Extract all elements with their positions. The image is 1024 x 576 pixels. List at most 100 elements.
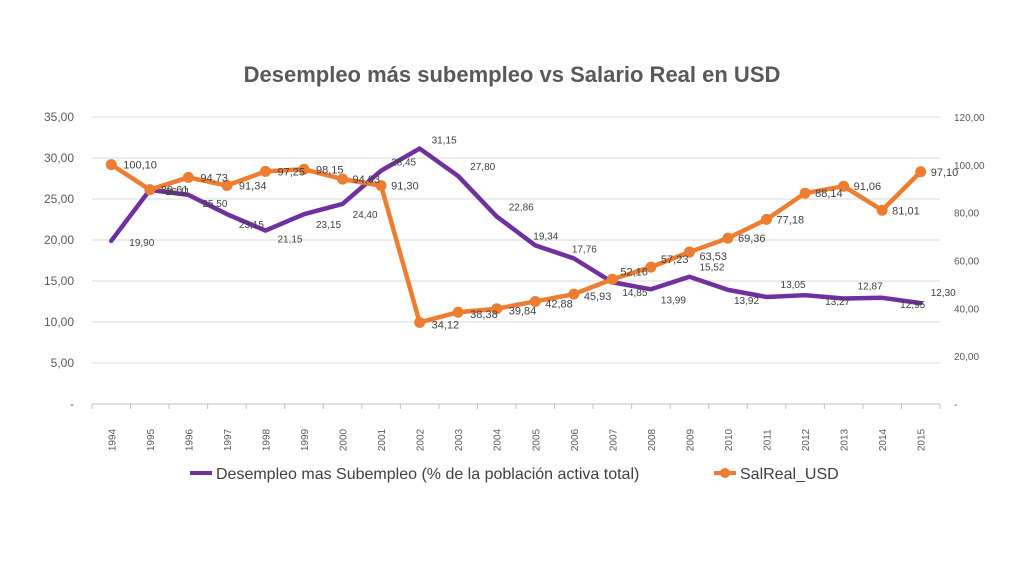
desempleo-data-label: 21,15	[277, 235, 302, 246]
desempleo-data-label: 19,90	[129, 238, 154, 249]
y-left-tick-label: 35,00	[44, 110, 74, 124]
salreal-data-label: 63,53	[699, 251, 727, 263]
salreal-data-label: 97,25	[277, 166, 305, 178]
series-line-salreal	[109, 162, 923, 325]
x-tick-label: 2003	[454, 428, 465, 451]
desempleo-data-label: 15,52	[699, 263, 724, 274]
legend-label-salreal: SalReal_USD	[740, 466, 839, 483]
salreal-point	[645, 261, 657, 273]
x-tick-label: 2001	[377, 428, 388, 451]
x-tick-label: 2008	[647, 428, 658, 451]
y-right-tick-label: -	[954, 400, 957, 411]
desempleo-data-label: 12,30	[931, 288, 956, 299]
x-tick-label: 2004	[493, 428, 504, 451]
desempleo-data-label: 31,15	[432, 136, 457, 147]
salreal-point	[298, 163, 310, 175]
desempleo-data-label: 13,99	[661, 295, 686, 306]
desempleo-data-label: 27,80	[470, 162, 495, 173]
salreal-data-label: 57,23	[661, 254, 689, 266]
salreal-point	[799, 187, 811, 199]
y-left-tick-label: 10,00	[44, 315, 74, 329]
x-tick-label: 1997	[223, 428, 234, 451]
salreal-data-label: 91,30	[391, 181, 419, 193]
y-right-tick-label: 40,00	[954, 304, 979, 315]
desempleo-data-label: 25,50	[202, 199, 227, 210]
salreal-point	[491, 303, 503, 315]
salreal-data-label: 91,06	[854, 181, 882, 193]
x-tick-label: 2006	[570, 428, 581, 451]
legend-marker-salreal	[720, 468, 730, 478]
y-left-tick-label: 15,00	[44, 274, 74, 288]
salreal-data-label: 69,36	[738, 233, 766, 245]
x-tick-label: 1999	[300, 428, 311, 451]
salreal-data-label: 77,18	[777, 214, 805, 226]
desempleo-data-label: 19,34	[533, 231, 558, 242]
salreal-point	[105, 159, 117, 171]
salreal-point	[683, 246, 695, 258]
salreal-data-label: 52,16	[620, 266, 648, 278]
desempleo-data-label: 12,87	[858, 281, 883, 292]
x-tick-label: 2012	[801, 428, 812, 451]
desempleo-data-label: 26,11	[166, 187, 191, 198]
x-tick-label: 2007	[608, 428, 619, 451]
x-tick-label: 2005	[531, 428, 542, 451]
desempleo-data-label: 13,92	[734, 296, 759, 307]
salreal-point	[876, 204, 888, 216]
salreal-point	[414, 316, 426, 328]
y-left-tick-label: 30,00	[44, 151, 74, 165]
salreal-point	[838, 180, 850, 192]
salreal-point	[144, 184, 156, 196]
salreal-point	[606, 273, 618, 285]
chart-title: Desempleo más subempleo vs Salario Real …	[243, 62, 781, 87]
x-tick-label: 2013	[840, 428, 851, 451]
salreal-data-label: 38,38	[470, 309, 498, 321]
salreal-data-label: 42,88	[545, 298, 573, 310]
y-right-tick-label: 20,00	[954, 352, 979, 363]
salreal-data-label: 100,10	[123, 160, 157, 172]
y-left-tick-label: 25,00	[44, 192, 74, 206]
salreal-data-label: 39,84	[509, 306, 537, 318]
salreal-data-label: 89,61	[161, 185, 189, 197]
desempleo-data-label: 23,15	[239, 220, 264, 231]
desempleo-data-label: 14,85	[622, 288, 647, 299]
salreal-point	[221, 180, 233, 192]
desempleo-data-label: 24,40	[353, 210, 378, 221]
salreal-point	[915, 166, 927, 178]
x-tick-label: 2009	[685, 428, 696, 451]
salreal-data-label: 97,10	[931, 167, 959, 179]
y-right-tick-label: 60,00	[954, 257, 979, 268]
x-tick-label: 2002	[416, 428, 427, 451]
x-tick-label: 1994	[107, 428, 118, 451]
x-tick-label: 2010	[724, 428, 735, 451]
salreal-point	[722, 232, 734, 244]
salreal-point	[375, 180, 387, 192]
legend-label-desempleo: Desempleo mas Subempleo (% de la poblaci…	[216, 466, 639, 483]
desempleo-data-label: 23,15	[316, 220, 341, 231]
series-line-desempleo	[109, 146, 923, 306]
y-right-tick-label: 120,00	[954, 113, 985, 124]
salreal-data-label: 98,15	[316, 164, 344, 176]
desempleo-data-label: 13,05	[781, 280, 806, 291]
x-tick-label: 2011	[763, 429, 774, 451]
salreal-point	[568, 288, 580, 300]
salreal-point	[761, 213, 773, 225]
x-tick-label: 2014	[878, 428, 889, 451]
salreal-point	[452, 306, 464, 318]
salreal-point	[259, 165, 271, 177]
y-left-tick-label: 5,00	[51, 356, 75, 370]
salreal-data-label: 94,03	[353, 174, 381, 186]
desempleo-data-label: 22,86	[509, 203, 534, 214]
y-left-tick-label: 20,00	[44, 233, 74, 247]
salreal-data-label: 34,12	[432, 319, 460, 331]
x-tick-label: 2015	[917, 428, 928, 451]
salreal-data-label: 81,01	[892, 205, 920, 217]
y-right-tick-label: 100,00	[954, 161, 985, 172]
desempleo-data-label: 17,76	[572, 244, 597, 255]
desempleo-data-label: 28,45	[391, 158, 416, 169]
y-right-tick-label: 80,00	[954, 209, 979, 220]
salreal-data-label: 88,14	[815, 188, 843, 200]
salreal-point	[529, 295, 541, 307]
y-left-tick-label: -	[70, 397, 74, 411]
